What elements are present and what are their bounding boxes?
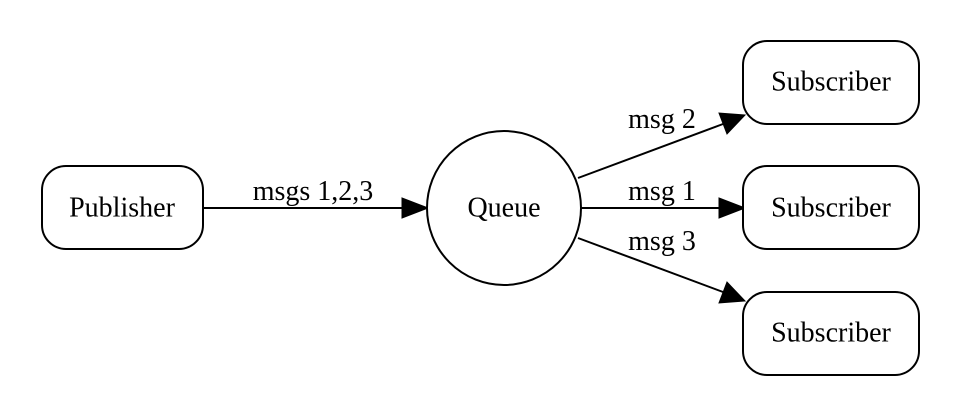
edge-label-msg-1: msg 1	[628, 176, 696, 207]
node-subscriber-bottom: Subscriber	[743, 292, 919, 375]
node-label-subscriber: Subscriber	[771, 193, 891, 224]
arrow-head	[402, 198, 428, 218]
arrow-head	[719, 113, 745, 134]
edge-queue-to-subscriber-bottom: msg 3	[578, 226, 745, 303]
node-label-publisher: Publisher	[69, 193, 175, 224]
arrow-head	[719, 198, 745, 218]
node-publisher: Publisher	[42, 166, 203, 249]
node-label-subscriber: Subscriber	[771, 67, 891, 98]
edge-queue-to-subscriber-top: msg 2	[578, 104, 745, 178]
edge-label-msgs-1-2-3: msgs 1,2,3	[253, 176, 374, 207]
node-subscriber-top: Subscriber	[743, 41, 919, 124]
arrow-head	[719, 282, 745, 303]
node-queue: Queue	[427, 131, 581, 285]
node-label-queue: Queue	[467, 193, 540, 224]
node-subscriber-middle: Subscriber	[743, 166, 919, 249]
edge-label-msg-2: msg 2	[628, 104, 696, 135]
edge-queue-to-subscriber-middle: msg 1	[580, 176, 745, 218]
edge-label-msg-3: msg 3	[628, 226, 696, 257]
node-label-subscriber: Subscriber	[771, 318, 891, 349]
edge-publisher-to-queue: msgs 1,2,3	[203, 176, 428, 218]
